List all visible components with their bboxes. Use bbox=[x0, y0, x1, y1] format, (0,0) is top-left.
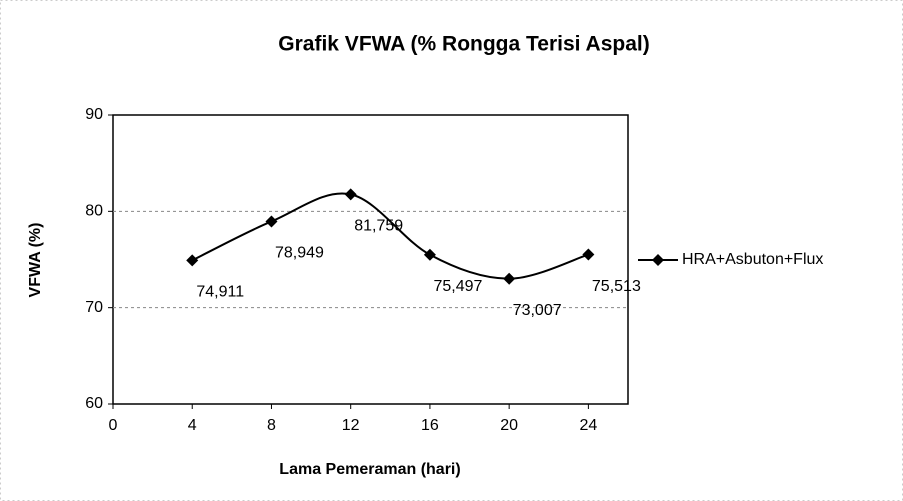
y-tick-label: 60 bbox=[85, 395, 103, 412]
chart-title: Grafik VFWA (% Rongga Terisi Aspal) bbox=[278, 33, 649, 56]
x-tick-label: 12 bbox=[342, 417, 360, 434]
legend-label: HRA+Asbuton+Flux bbox=[682, 251, 823, 268]
data-point bbox=[503, 272, 516, 285]
y-tick-label: 80 bbox=[85, 203, 103, 220]
data-label: 78,949 bbox=[275, 245, 324, 262]
data-point bbox=[265, 215, 278, 228]
data-label: 73,007 bbox=[513, 302, 562, 319]
y-tick-label: 70 bbox=[85, 299, 103, 316]
x-tick-label: 16 bbox=[421, 417, 439, 434]
series-line bbox=[191, 192, 589, 280]
data-point bbox=[582, 248, 595, 261]
x-tick-label: 24 bbox=[579, 417, 597, 434]
data-label: 75,497 bbox=[433, 278, 482, 295]
y-axis-title: VFWA (%) bbox=[27, 223, 44, 298]
data-point bbox=[423, 248, 436, 261]
plot-area bbox=[112, 114, 629, 405]
x-tick-label: 0 bbox=[109, 417, 118, 434]
legend-marker bbox=[652, 254, 664, 266]
x-tick-label: 20 bbox=[500, 417, 518, 434]
data-point bbox=[186, 254, 199, 267]
x-tick-label: 8 bbox=[267, 417, 276, 434]
data-label: 81,759 bbox=[354, 218, 403, 235]
data-label: 75,513 bbox=[592, 278, 641, 295]
data-point bbox=[344, 188, 357, 201]
x-axis-title: Lama Pemeraman (hari) bbox=[279, 461, 460, 478]
x-tick-label: 4 bbox=[188, 417, 197, 434]
data-label: 74,911 bbox=[196, 284, 244, 301]
y-tick-label: 90 bbox=[85, 106, 103, 123]
